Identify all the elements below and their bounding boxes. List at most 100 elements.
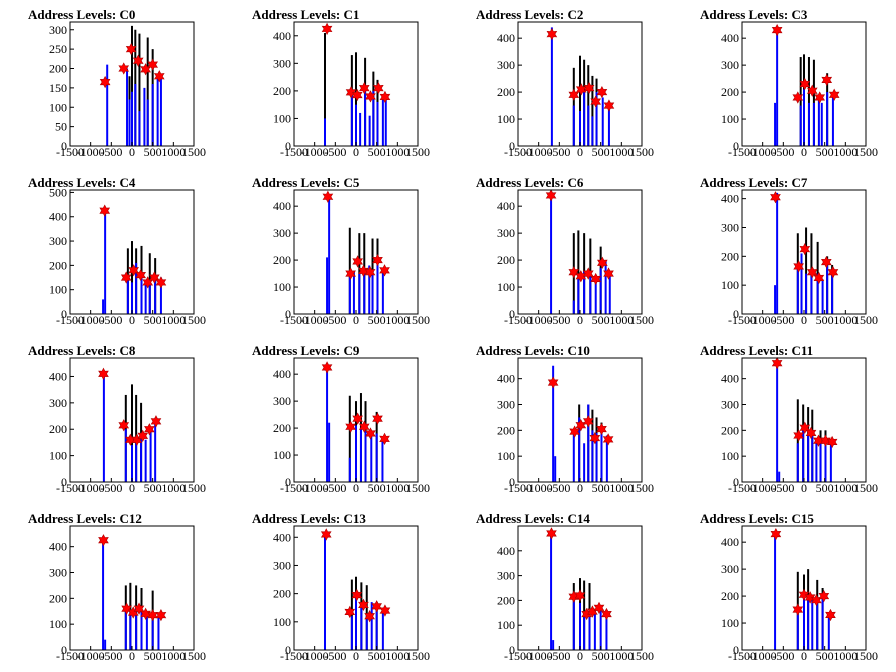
y-tick-label: 50 xyxy=(55,120,67,134)
subplot-c14: Address Levels: C14-1500-1000-500 0 500 100… xyxy=(476,511,654,663)
x-tick-label: -500 xyxy=(772,313,794,327)
bar xyxy=(796,612,799,650)
bar xyxy=(578,417,581,482)
y-tick-label: 100 xyxy=(49,283,67,297)
x-tick-label: 0 xyxy=(353,313,359,327)
y-tick-label: 100 xyxy=(721,278,739,292)
star-marker xyxy=(345,267,356,280)
bar xyxy=(157,613,160,650)
x-tick-label: -500 xyxy=(548,313,570,327)
bar xyxy=(375,607,378,650)
subplot-c8: Address Levels: C8-1500-1000-500 0 500 1000… xyxy=(28,343,206,495)
x-tick-label: -1000 xyxy=(749,145,777,159)
bar xyxy=(384,96,387,146)
x-tick-label: 1500 xyxy=(630,649,654,663)
x-tick-label: 500 xyxy=(368,145,386,159)
bar xyxy=(140,437,143,482)
subplot-title: Address Levels: C3 xyxy=(700,7,808,22)
y-tick-label: 0 xyxy=(733,307,739,321)
star-marker xyxy=(820,434,831,447)
bar xyxy=(807,102,810,146)
x-tick-label: -1000 xyxy=(301,481,329,495)
subplot-title: Address Levels: C7 xyxy=(700,175,808,190)
x-tick-label: -1000 xyxy=(301,313,329,327)
x-tick-label: -1000 xyxy=(77,649,105,663)
star-marker xyxy=(155,276,167,289)
bar xyxy=(826,262,829,314)
bar xyxy=(572,300,575,314)
bar xyxy=(774,531,777,650)
bar xyxy=(591,430,594,482)
star-marker xyxy=(771,23,783,37)
x-tick-label: 0 xyxy=(353,145,359,159)
bar xyxy=(328,422,331,482)
star-marker xyxy=(582,267,594,280)
star-marker xyxy=(818,589,830,603)
y-tick-label: 0 xyxy=(61,475,67,489)
bar xyxy=(138,111,141,147)
star-marker xyxy=(364,266,376,279)
x-tick-label: 500 xyxy=(816,313,834,327)
star-marker xyxy=(813,271,825,285)
star-marker xyxy=(120,271,132,284)
star-marker xyxy=(372,412,383,425)
bar xyxy=(375,433,378,482)
plot-frame xyxy=(293,189,419,315)
star-marker xyxy=(351,88,363,102)
bar xyxy=(350,616,353,650)
star-marker xyxy=(125,42,137,56)
bar xyxy=(601,97,604,146)
bar xyxy=(126,68,129,146)
x-tick-label: 1000 xyxy=(385,145,409,159)
x-tick-label: 500 xyxy=(368,481,386,495)
star-marker xyxy=(365,427,376,440)
x-tick-label: -500 xyxy=(772,481,794,495)
x-tick-label: 500 xyxy=(144,649,162,663)
star-marker xyxy=(379,432,390,446)
star-marker xyxy=(574,589,586,602)
bar xyxy=(135,437,138,482)
star-marker xyxy=(547,376,559,389)
y-tick-label: 300 xyxy=(497,58,515,72)
bar xyxy=(359,112,362,146)
bar xyxy=(807,596,810,650)
star-marker xyxy=(379,90,391,104)
bar xyxy=(372,90,375,146)
subplot-title: Address Levels: C15 xyxy=(700,511,814,526)
x-tick-label: 500 xyxy=(592,481,610,495)
bar xyxy=(821,279,824,314)
star-marker xyxy=(821,255,832,269)
bar xyxy=(131,384,133,482)
star-marker xyxy=(144,423,155,436)
bar xyxy=(824,440,827,482)
star-marker xyxy=(121,602,132,615)
bar xyxy=(381,96,384,146)
bar xyxy=(135,262,138,314)
x-tick-label: 0 xyxy=(801,649,807,663)
y-tick-label: 0 xyxy=(509,643,515,657)
x-tick-label: -1500 xyxy=(728,481,756,495)
y-tick-label: 400 xyxy=(273,367,291,381)
bar xyxy=(605,435,608,482)
bar xyxy=(587,65,590,146)
subplot-title: Address Levels: C11 xyxy=(700,343,813,358)
bar xyxy=(364,90,367,146)
x-tick-label: 1500 xyxy=(182,313,206,327)
bar xyxy=(156,76,159,146)
star-marker xyxy=(545,189,557,202)
bar xyxy=(583,443,586,482)
x-tick-label: -500 xyxy=(100,313,122,327)
bar xyxy=(124,429,127,482)
x-tick-label: -1000 xyxy=(749,481,777,495)
star-marker xyxy=(149,271,160,284)
bar xyxy=(348,273,351,314)
bar xyxy=(579,110,581,146)
x-tick-label: 0 xyxy=(577,481,583,495)
y-tick-label: 200 xyxy=(273,253,291,267)
x-tick-label: -1000 xyxy=(77,481,105,495)
subplot-c10: Address Levels: C10-1500-1000-500 0 500 100… xyxy=(476,343,654,495)
bar xyxy=(376,101,379,146)
star-marker xyxy=(814,91,826,104)
bar xyxy=(368,265,371,314)
x-tick-label: 0 xyxy=(577,313,583,327)
